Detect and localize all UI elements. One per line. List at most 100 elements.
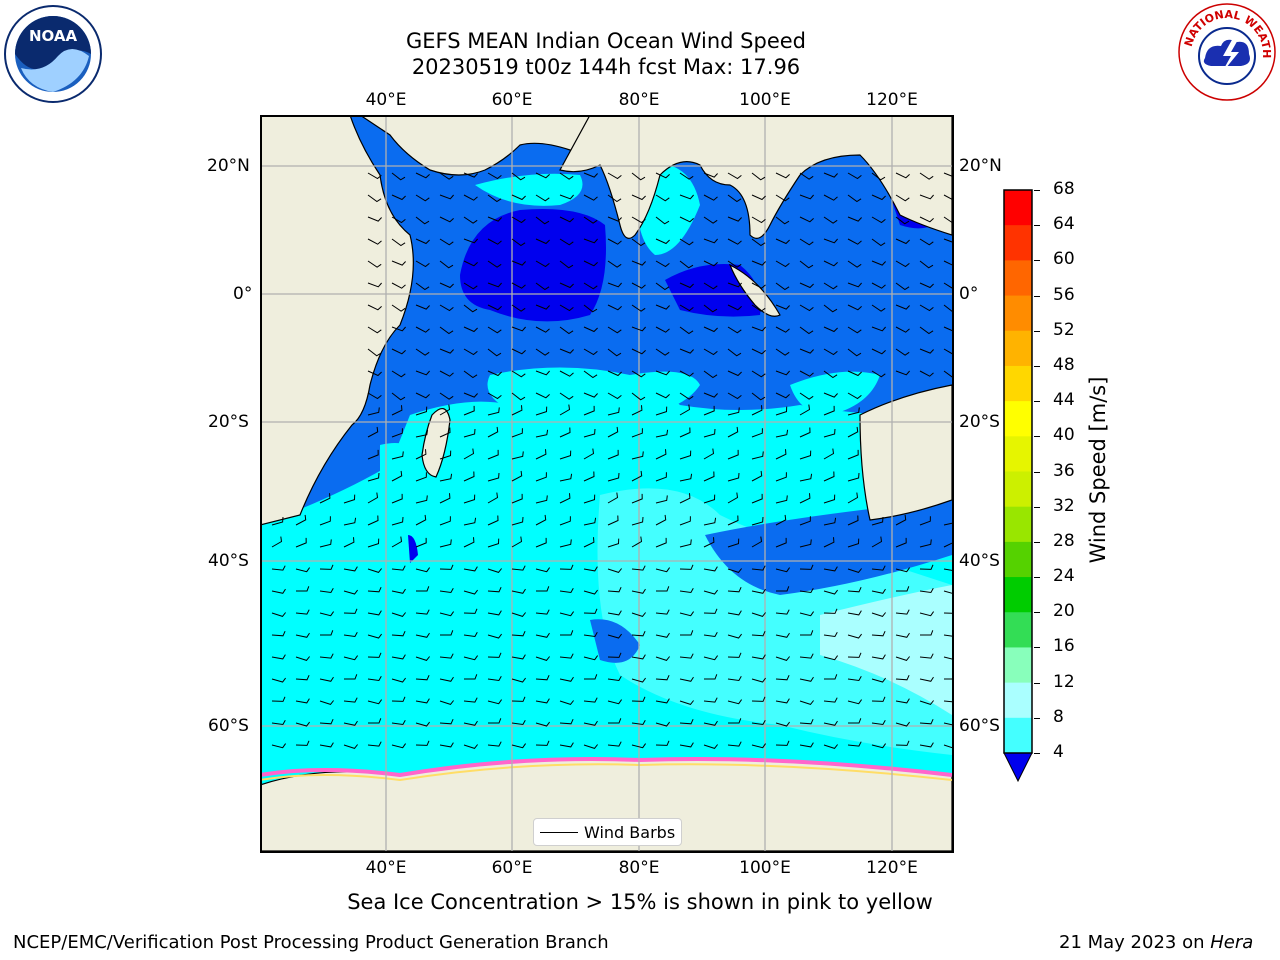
wind-barb <box>631 743 647 749</box>
wind-barb <box>295 698 310 704</box>
wind-barb <box>679 700 694 705</box>
wind-barb <box>823 348 838 356</box>
colorbar-tick-mark <box>1034 717 1040 719</box>
wind-barb <box>463 631 478 638</box>
wind-barb <box>727 238 742 245</box>
wind-barb <box>919 653 934 659</box>
wind-barb <box>799 404 811 416</box>
colorbar-tick-label: 48 <box>1053 354 1075 375</box>
wind-barb <box>511 326 526 332</box>
wind-barb <box>823 471 835 482</box>
wind-barb <box>775 348 790 356</box>
wind-barb <box>415 216 430 225</box>
wind-barb <box>824 674 838 680</box>
wind-barb <box>439 539 452 548</box>
wind-barb <box>607 172 622 180</box>
wind-barb <box>631 493 643 504</box>
wind-barb <box>895 370 910 376</box>
wind-barb <box>271 612 286 617</box>
wind-barb <box>943 370 952 378</box>
wind-barb <box>775 282 790 291</box>
lon-tick-top: 80°E <box>618 90 660 110</box>
wind-barb <box>535 370 550 376</box>
wind-barb <box>799 216 814 223</box>
wind-barb <box>679 718 694 725</box>
colorbar-tick-mark <box>1034 541 1040 543</box>
wind-barb <box>655 567 671 573</box>
wind-barb <box>631 428 643 438</box>
wind-barb <box>511 588 526 594</box>
wind-barb <box>631 654 646 660</box>
wind-barb <box>487 304 502 311</box>
wind-barb <box>439 282 454 289</box>
wind-barb <box>487 741 502 747</box>
wind-barb <box>919 718 934 725</box>
wind-barb <box>535 472 547 482</box>
wind-barb <box>343 566 358 572</box>
wind-barb <box>703 348 718 356</box>
wind-barb <box>631 677 646 683</box>
wind-barb <box>679 392 694 400</box>
wind-barb <box>655 392 670 399</box>
wind-barb <box>535 567 551 573</box>
wind-barb <box>559 742 574 748</box>
wind-barb <box>319 564 334 570</box>
land-india-asia <box>559 117 952 239</box>
wind-barb <box>607 304 622 311</box>
wind-barb <box>775 194 790 202</box>
lon-tick-top: 60°E <box>491 90 533 110</box>
wind-barb <box>511 677 526 683</box>
wind-barb <box>703 631 718 638</box>
wind-barb <box>511 216 526 224</box>
wind-barb <box>559 473 573 482</box>
wind-barb <box>415 429 429 438</box>
wind-barb <box>847 699 863 705</box>
wind-barb <box>391 392 406 401</box>
wind-barb <box>920 630 934 636</box>
wind-barb <box>463 348 478 356</box>
wind-barb <box>607 194 622 203</box>
wind-barb <box>703 494 716 504</box>
wind-barb <box>727 392 742 400</box>
wind-barb <box>343 494 356 504</box>
wind-barb <box>679 564 694 570</box>
wind-barb <box>559 282 574 289</box>
wind-barb <box>655 326 670 333</box>
wind-barb <box>895 656 910 661</box>
wind-barb <box>823 370 838 379</box>
wind-barb <box>583 537 595 548</box>
wind-barb <box>559 539 572 548</box>
wind-barb <box>631 282 646 289</box>
wind-barb <box>703 326 718 333</box>
wind-barb <box>823 172 838 178</box>
wind-barb <box>655 609 670 615</box>
wind-barb <box>463 172 478 178</box>
wind-barb <box>799 587 814 594</box>
wind-barb <box>439 326 454 335</box>
wind-barb <box>727 586 742 593</box>
wind-barb <box>895 674 910 681</box>
wind-barb <box>488 718 502 724</box>
wind-zone-deep-blue <box>460 209 606 322</box>
wind-barb <box>439 611 455 617</box>
wind-barb <box>751 370 766 378</box>
wind-barb <box>535 674 550 681</box>
wind-barb <box>367 586 382 593</box>
colorbar-tick-mark <box>1034 225 1040 227</box>
wind-barb <box>295 609 310 615</box>
lat-tick-left: 20°S <box>208 412 249 432</box>
wind-barb <box>847 515 859 526</box>
wind-barb <box>415 348 430 356</box>
wind-barb <box>751 348 766 355</box>
wind-barb <box>391 630 406 637</box>
wind-barb <box>631 194 646 201</box>
wind-barb <box>271 696 286 702</box>
wind-barb <box>775 370 790 376</box>
wind-barb <box>391 304 406 312</box>
wind-barb <box>871 630 886 637</box>
wind-barb <box>871 588 886 594</box>
wind-barb <box>679 326 694 335</box>
wind-barb <box>680 630 694 636</box>
sea-ice-edge <box>262 757 952 778</box>
wind-barb <box>631 536 643 548</box>
